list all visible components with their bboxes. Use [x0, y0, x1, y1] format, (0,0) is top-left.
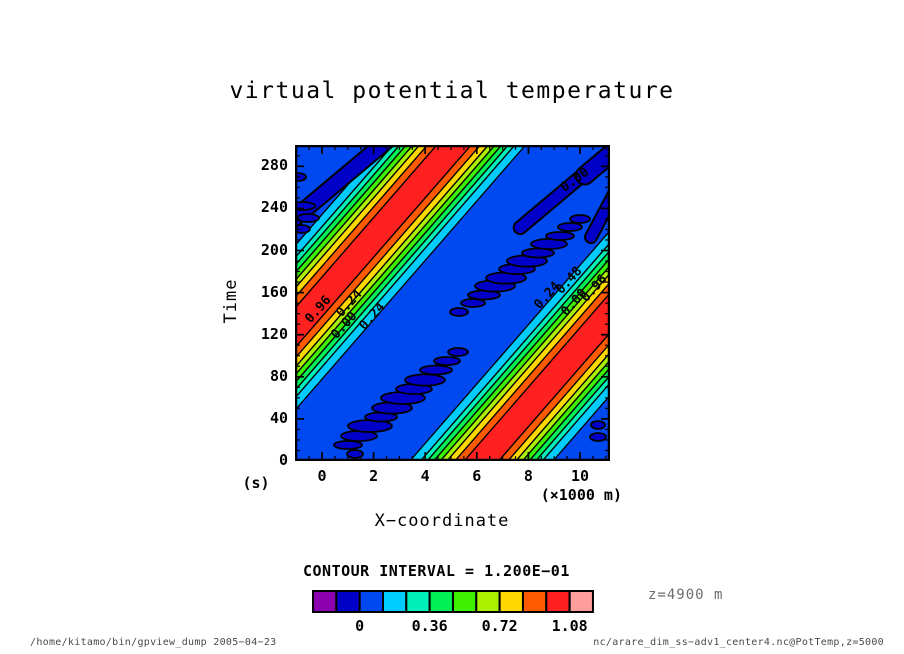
x-tick-label: 2: [369, 467, 379, 485]
contour-stripe: [295, 145, 610, 461]
colorbar-cell: [358, 590, 384, 613]
contour-stripe: [295, 145, 610, 461]
y-axis-title: Time: [221, 278, 241, 324]
colorbar-cell: [335, 590, 361, 613]
plot-border: [295, 145, 610, 461]
contour-stripe: [295, 145, 610, 461]
colorbar-cell: [498, 590, 524, 613]
trough-blob: [569, 214, 591, 224]
x-tick-label: 4: [420, 467, 430, 485]
colorbar-tick-label: 1.08: [551, 617, 588, 635]
trough-blob: [419, 364, 453, 376]
colorbar-cell: [312, 590, 338, 613]
trough-blob: [433, 356, 461, 366]
colorbar-tick-label: 0.72: [481, 617, 518, 635]
x-axis-unit: (×1000 m): [540, 486, 622, 504]
colorbar-cell: [405, 590, 431, 613]
colorbar-cell: [428, 590, 454, 613]
y-tick-label: 240: [260, 198, 288, 217]
y-tick-label: 120: [260, 324, 288, 343]
colorbar-cell: [475, 590, 501, 613]
contour-stripe: [295, 145, 610, 461]
colorbar-cell: [568, 590, 594, 613]
x-axis-title: X−coordinate: [374, 511, 510, 531]
trough-blob: [404, 373, 446, 387]
colorbar-tick-label: 0: [355, 617, 365, 635]
contour-plot-canvas: 0.960.240.000.240.240.480.000.960.00: [295, 145, 610, 461]
trough-blob: [590, 420, 606, 430]
colorbar-cell: [545, 590, 571, 613]
trough-band: [574, 145, 610, 186]
contour-stripe: [295, 145, 610, 461]
trough-blob: [589, 432, 607, 442]
contour-stripe: [295, 145, 610, 461]
contour-stripe: [295, 145, 610, 461]
colorbar-cell: [381, 590, 408, 613]
colorbar: [312, 590, 594, 613]
trough-blob: [447, 347, 469, 357]
y-tick-label: 160: [260, 282, 288, 301]
chart-title: virtual potential temperature: [229, 78, 675, 104]
trough-blob: [449, 307, 469, 317]
trough-blob: [346, 449, 364, 459]
contour-stripe: [295, 145, 610, 461]
footer-data-source: nc/arare_dim_ss−adv1_center4.nc@PotTemp,…: [593, 637, 884, 648]
trough-blob: [333, 440, 363, 450]
x-tick-label: 10: [570, 467, 590, 485]
x-tick-label: 6: [472, 467, 482, 485]
trough-blob: [557, 222, 583, 232]
y-tick-label: 0: [278, 451, 288, 469]
y-tick-label: 40: [269, 408, 288, 427]
contour-stripe: [295, 145, 610, 461]
colorbar-cell: [521, 590, 548, 613]
z-level-label: z=4900 m: [648, 587, 724, 603]
contour-stripe: [295, 145, 610, 461]
contour-stripe: [295, 145, 610, 461]
y-axis-unit: (s): [242, 474, 270, 492]
contour-stripe: [295, 145, 610, 461]
trough-blob: [295, 172, 307, 182]
y-tick-label: 280: [260, 156, 288, 175]
contour-stripe: [295, 145, 610, 461]
trough-band: [584, 169, 610, 245]
trough-blob: [295, 224, 311, 234]
contour-interval-label: CONTOUR INTERVAL = 1.200E−01: [303, 562, 570, 580]
trough-blob: [545, 231, 575, 241]
contour-stripe: [295, 145, 610, 461]
y-tick-label: 80: [269, 366, 288, 385]
contour-stripe: [295, 145, 610, 461]
contour-stripe: [295, 145, 610, 461]
footer-command-path: /home/kitamo/bin/gpview_dump 2005−04−23: [30, 637, 277, 648]
contour-stripe: [295, 145, 610, 461]
colorbar-cell: [451, 590, 478, 613]
x-tick-label: 8: [523, 467, 533, 485]
colorbar-tick-label: 0.36: [411, 617, 448, 635]
trough-blob: [296, 213, 320, 223]
y-tick-label: 200: [260, 240, 288, 259]
x-tick-label: 0: [317, 467, 327, 485]
